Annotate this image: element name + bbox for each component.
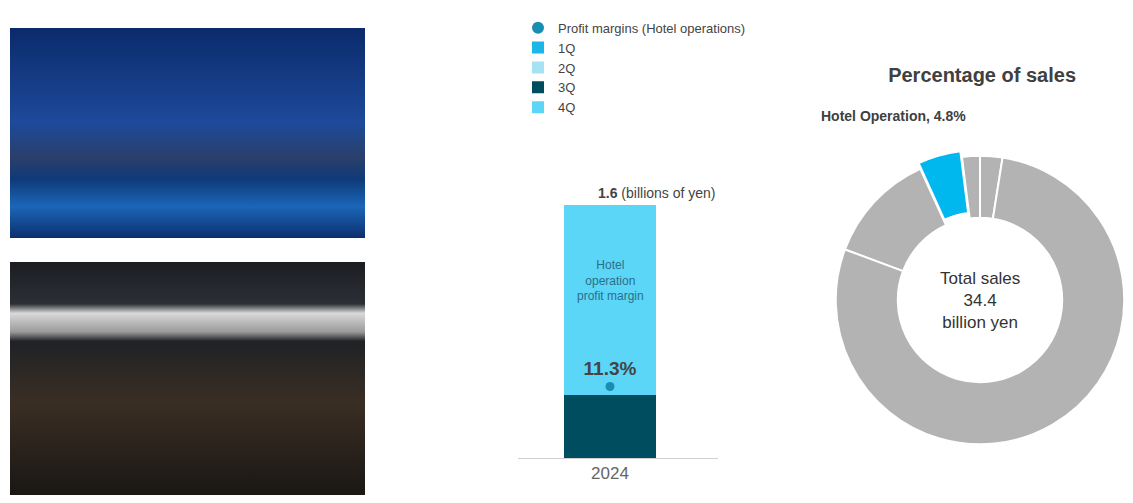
svg-text:Percentage of sales: Percentage of sales [888, 64, 1076, 86]
svg-text:3Q: 3Q [558, 80, 575, 95]
svg-text:Profit margins (Hotel operatio: Profit margins (Hotel operations) [558, 21, 745, 36]
svg-text:1Q: 1Q [558, 41, 575, 56]
svg-text:2024: 2024 [591, 464, 629, 483]
svg-text:Hotel Operation, 4.8%: Hotel Operation, 4.8% [821, 108, 966, 124]
svg-text:Total sales34.4billion yen: Total sales34.4billion yen [940, 269, 1020, 332]
svg-text:11.3%: 11.3% [584, 358, 637, 379]
svg-text:4Q: 4Q [558, 100, 575, 115]
svg-text:1.6 (billions of yen): 1.6 (billions of yen) [598, 185, 716, 201]
svg-text:Hoteloperationprofit margin: Hoteloperationprofit margin [577, 258, 644, 303]
svg-text:2Q: 2Q [558, 61, 575, 76]
